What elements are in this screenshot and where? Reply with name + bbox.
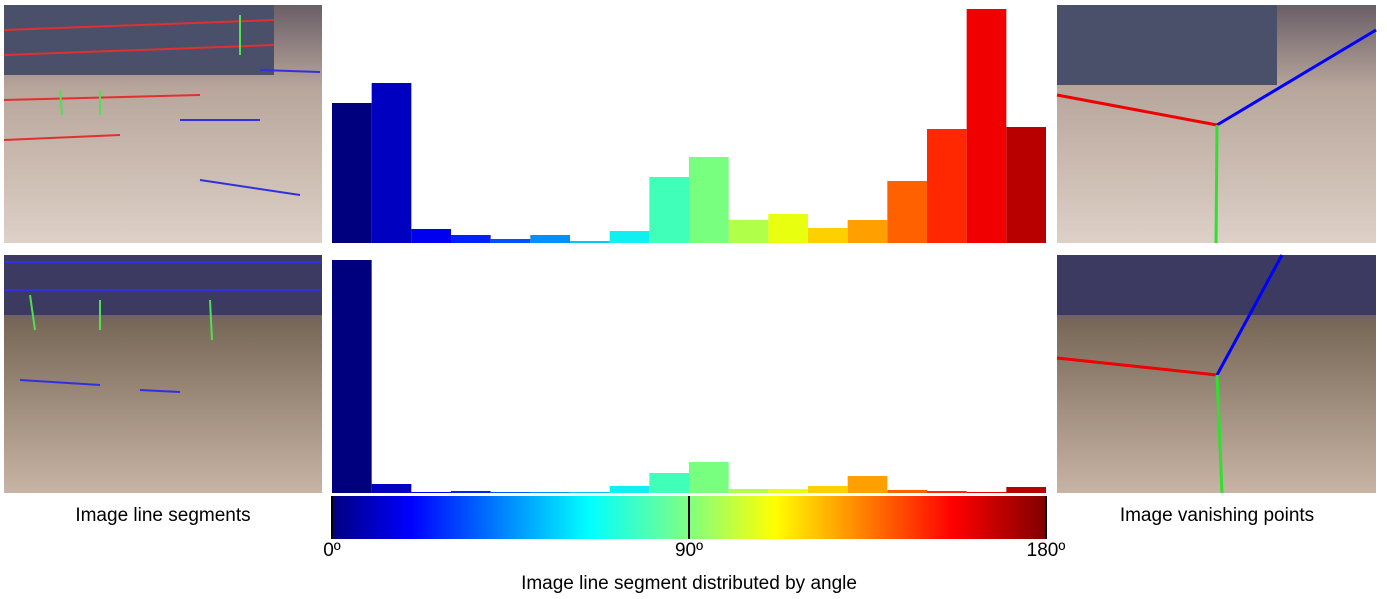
histogram-bar bbox=[649, 177, 689, 243]
histogram-bar bbox=[332, 103, 372, 243]
histogram-bar bbox=[490, 492, 531, 493]
photo-right-bottom bbox=[1056, 254, 1376, 494]
photo-right-top bbox=[1056, 5, 1377, 244]
histogram-bar bbox=[887, 490, 927, 493]
histogram-bar bbox=[530, 492, 570, 493]
histogram-bar bbox=[768, 214, 808, 243]
histogram-bar bbox=[728, 489, 769, 493]
histogram-bar bbox=[411, 229, 451, 243]
histogram-bar bbox=[808, 486, 848, 493]
histogram-bar bbox=[649, 473, 689, 493]
x-tick-label: 0º bbox=[323, 540, 341, 561]
histogram-bar bbox=[847, 220, 888, 243]
x-tick-label: 90º bbox=[675, 540, 703, 561]
histogram-bar bbox=[570, 241, 610, 243]
histogram-bar bbox=[1006, 487, 1046, 493]
histogram-bar bbox=[966, 9, 1007, 243]
histogram-bar bbox=[728, 220, 769, 243]
histogram-bar bbox=[689, 157, 729, 243]
photo-left-top bbox=[3, 5, 322, 243]
histogram-bar bbox=[411, 492, 451, 493]
histogram-bar bbox=[768, 489, 808, 493]
x-tick-label: 180º bbox=[1027, 540, 1066, 561]
histogram-bar bbox=[927, 491, 967, 493]
photo-left-bottom bbox=[4, 255, 322, 493]
histogram-bar bbox=[371, 83, 412, 243]
histogram-bar bbox=[451, 235, 491, 243]
histogram-bar bbox=[927, 129, 967, 243]
histogram-bar bbox=[1006, 127, 1046, 243]
caption-right: Image vanishing points bbox=[1120, 505, 1314, 526]
histogram-bar bbox=[966, 492, 1007, 493]
histogram-bar bbox=[451, 491, 491, 493]
histogram-bar bbox=[609, 231, 650, 243]
histogram-bar bbox=[887, 181, 927, 243]
histogram-bar bbox=[570, 492, 610, 493]
caption-left: Image line segments bbox=[75, 505, 250, 526]
histogram-bar bbox=[490, 239, 531, 243]
histogram-bar bbox=[689, 462, 729, 493]
histogram-bar bbox=[609, 486, 650, 493]
x-axis-label: Image line segment distributed by angle bbox=[521, 573, 857, 594]
histogram-bar bbox=[847, 476, 888, 493]
histogram-bar bbox=[808, 228, 848, 243]
histogram-bar bbox=[332, 260, 372, 493]
histogram-bar bbox=[371, 484, 412, 493]
histogram-bar bbox=[530, 235, 570, 243]
